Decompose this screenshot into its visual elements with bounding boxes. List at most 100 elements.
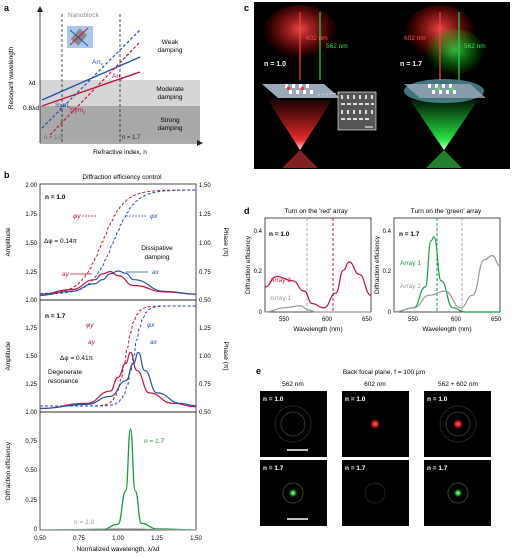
d-y-tick: 0.4 xyxy=(254,229,263,235)
b-amp-tick: 1.25 xyxy=(25,382,37,388)
b-amp-curve-ay xyxy=(39,351,197,410)
d-right-array1-label: Array 1 xyxy=(400,260,421,267)
b-top-a-y: ay xyxy=(62,271,70,278)
sym-x-line xyxy=(41,29,141,129)
b-amp-tick: 1.75 xyxy=(25,212,37,218)
left-562nm-label: 562 nm xyxy=(326,43,348,50)
inset-pointer-line xyxy=(317,92,340,96)
panel-d-label: d xyxy=(244,206,250,216)
b-amp-tick: 1.00 xyxy=(25,410,37,416)
panel-b-title: Diffraction efficiency control xyxy=(82,174,162,181)
b-top-dphi-label: Δφ = 0.14π xyxy=(44,238,78,245)
right-n-label: n = 1.7 xyxy=(400,61,422,68)
right-green-focus-cone xyxy=(410,100,478,150)
d-y-tick: 0.4 xyxy=(383,229,392,235)
sym-y-line xyxy=(49,41,141,136)
b-top-note1: Dissipative xyxy=(141,245,173,252)
b-phase-tick: 0.50 xyxy=(199,410,211,416)
d-left-xlabel: Wavelength (nm) xyxy=(293,326,342,333)
left-nanoblock-array xyxy=(285,84,313,94)
e-tile-n10-562 xyxy=(260,391,327,457)
e-red-spot xyxy=(369,418,381,430)
b-bottom-n10-label: n = 1.0 xyxy=(74,519,94,526)
right-nanoblock-array xyxy=(428,84,456,94)
b-mid-phase-label: Phase (π) xyxy=(222,341,229,370)
n17-tick: n = 1.7 xyxy=(122,135,141,141)
b-amp-tick: 1.00 xyxy=(25,298,37,304)
e-red-spot xyxy=(452,418,464,430)
d-curve-array-1 xyxy=(393,236,500,313)
d-right-n: n = 1.7 xyxy=(399,231,420,238)
b-phase-tick: 1.00 xyxy=(199,354,211,360)
right-562nm-label: 562 nm xyxy=(464,43,486,50)
panel-a: a Nanoblock Arrx Arry Symx Symy Weak damp… xyxy=(4,3,203,156)
b-x-tick: 1.00 xyxy=(112,536,124,542)
b-mid-phi-y: φy xyxy=(86,322,94,329)
b-top-n-label: n = 1.0 xyxy=(45,194,66,201)
arr-y-label: Arry xyxy=(112,73,124,81)
b-phase-tick: 1.50 xyxy=(199,183,211,189)
b-mid-note1: Degenerate xyxy=(48,369,82,376)
arr-x-label: Arrx xyxy=(92,59,104,67)
b-amp-tick: 0 xyxy=(34,527,38,533)
e-col-562: 562 nm xyxy=(282,381,304,388)
b-mid-dphi-label: Δφ = 0.41π xyxy=(60,355,94,362)
e-n-label: n = 1.7 xyxy=(427,465,448,472)
d-y-tick: 0 xyxy=(259,310,263,316)
d-right-array2-label: Array 2 xyxy=(400,283,421,290)
right-metasurface-plate xyxy=(404,84,486,98)
e-n-label: n = 1.0 xyxy=(263,396,284,403)
b-x-tick: 0.75 xyxy=(73,536,85,542)
d-right-frame xyxy=(393,217,501,313)
b-phase-tick: 0.50 xyxy=(199,298,211,304)
b-mid-note2: resonance xyxy=(48,378,79,385)
panel-e: e Back focal plane, f = 100 μm 562 nm 60… xyxy=(256,366,491,526)
d-right-title: Turn on the 'green' array xyxy=(411,208,482,215)
d-x-tick: 550 xyxy=(408,317,419,323)
e-title: Back focal plane, f = 100 μm xyxy=(343,369,425,376)
d-curve-array-1 xyxy=(264,305,371,313)
d-x-tick: 600 xyxy=(451,317,462,323)
b-bottom-eff-label: Diffraction efficiency xyxy=(5,441,12,500)
b-amp-tick: 2.00 xyxy=(25,183,37,189)
x-axis-arrow-icon xyxy=(197,140,203,146)
e-ring xyxy=(364,482,386,504)
strong-damping-label: Strong damping xyxy=(158,117,183,132)
sym-x-label: Symx xyxy=(55,102,71,110)
e-ring xyxy=(445,411,471,437)
e-green-spot xyxy=(288,488,298,498)
panel-c: c 602 nm 562 nm n = 1.0 xyxy=(244,2,510,169)
b-phase-tick: 1.25 xyxy=(199,326,211,332)
y-axis-arrow-icon xyxy=(37,6,43,12)
left-n-label: n = 1.0 xyxy=(264,61,286,68)
b-phase-tick: 1.00 xyxy=(199,241,211,247)
b-phase-curve xyxy=(39,189,196,295)
left-metasurface-plate xyxy=(262,84,340,98)
panel-b-label: b xyxy=(4,170,10,180)
sym-y-label: Symy xyxy=(70,107,86,115)
b-amp-tick: 1.25 xyxy=(25,270,37,276)
b-amp-curve-ax xyxy=(39,270,197,296)
left-602nm-label: 602 nm xyxy=(306,35,328,42)
panel-a-ylabel: Resonant wavelength xyxy=(8,46,15,109)
b-phase-tick: 0.75 xyxy=(199,382,211,388)
d-left-array2-label: Array 2 xyxy=(270,277,291,284)
b-amp-tick: 1.50 xyxy=(25,354,37,360)
b-eff-curve-n17 xyxy=(39,428,197,531)
e-col-both: 562 + 602 nm xyxy=(438,381,478,388)
d-left-title: Turn on the 'red' array xyxy=(284,208,348,215)
b-amp-tick: 1.75 xyxy=(25,326,37,332)
b-amp-tick: 0.50 xyxy=(25,468,37,474)
b-top-a-x: ax xyxy=(152,269,160,276)
b-mid-a-y: ay xyxy=(88,339,96,346)
e-n-label: n = 1.7 xyxy=(345,465,366,472)
b-mid-a-x: ax xyxy=(150,339,158,346)
right-green-beam-glow xyxy=(425,29,485,81)
panel-c-label: c xyxy=(244,3,249,13)
b-curves xyxy=(39,189,197,531)
moderate-damping-label: Moderate damping xyxy=(156,86,184,101)
b-top-phase-label: Phase (π) xyxy=(222,227,229,256)
b-x-tick: 1.50 xyxy=(190,536,202,542)
b-x-tick: 1.25 xyxy=(151,536,163,542)
